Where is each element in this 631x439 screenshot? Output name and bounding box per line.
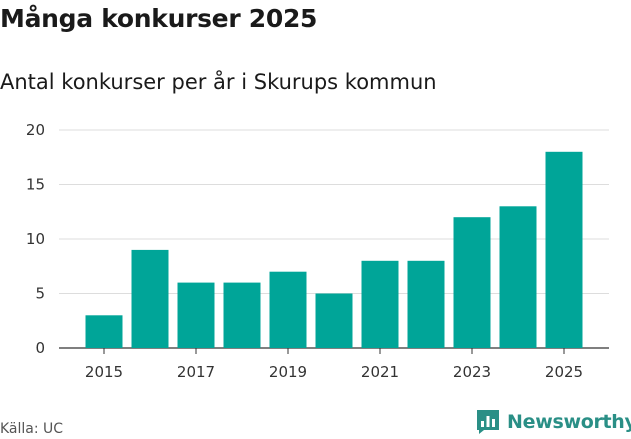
bar-chart-icon <box>477 410 499 434</box>
y-tick-label: 0 <box>35 339 45 357</box>
y-tick-label: 15 <box>26 176 45 194</box>
chart-title: Många konkurser 2025 <box>0 4 318 33</box>
brand-logo: Newsworthy <box>476 409 631 435</box>
bar-2016 <box>131 249 169 348</box>
bar-2021 <box>361 260 399 348</box>
bar-2024 <box>499 206 537 348</box>
bars-group <box>85 151 583 348</box>
x-tick-label: 2017 <box>177 363 215 381</box>
bar-2022 <box>407 260 445 348</box>
y-tick-label: 5 <box>35 285 45 303</box>
y-tick-label: 20 <box>26 121 45 139</box>
y-tick-label: 10 <box>26 230 45 248</box>
x-tick-label: 2015 <box>85 363 123 381</box>
y-axis: 0 5 10 15 20 <box>26 121 45 357</box>
source-label: Källa: UC <box>0 421 64 437</box>
bar-2020 <box>315 293 353 348</box>
chart-subtitle: Antal konkurser per år i Skurups kommun <box>0 70 437 94</box>
bar-chart: 2015 2017 2019 2021 2023 2025 0 5 10 15 20 <box>26 121 609 381</box>
x-tick-label: 2019 <box>269 363 307 381</box>
x-tick-label: 2025 <box>545 363 583 381</box>
x-tick-label: 2021 <box>361 363 399 381</box>
bar-2017 <box>177 282 215 348</box>
bar-2019 <box>269 271 307 348</box>
bar-2018 <box>223 282 261 348</box>
brand-name: Newsworthy <box>507 411 631 433</box>
x-tick-label: 2023 <box>453 363 491 381</box>
bar-2025 <box>545 151 583 348</box>
bar-2015 <box>85 315 123 348</box>
x-axis: 2015 2017 2019 2021 2023 2025 <box>85 348 583 381</box>
bar-2023 <box>453 217 491 348</box>
